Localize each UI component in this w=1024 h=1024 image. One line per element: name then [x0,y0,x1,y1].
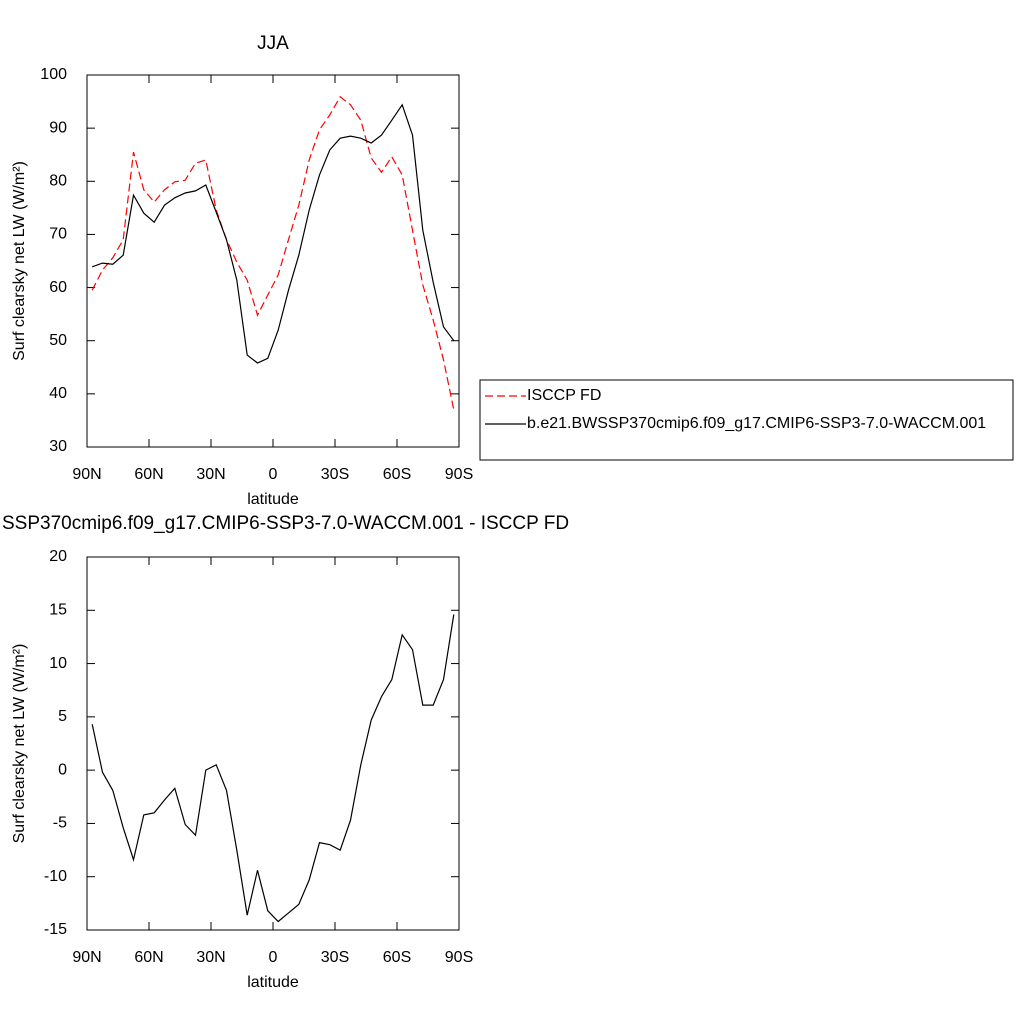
y-tick-label: 90 [49,119,67,136]
x-tick-label: 30N [196,949,225,966]
y-tick-label: 0 [58,761,67,778]
y-tick-label: 100 [40,66,67,83]
chart-title: SSP370cmip6.f09_g17.CMIP6-SSP3-7.0-WACCM… [2,513,569,534]
x-tick-label: 0 [269,466,278,483]
legend-label: b.e21.BWSSP370cmip6.f09_g17.CMIP6-SSP3-7… [527,415,986,432]
y-tick-label: 60 [49,279,67,296]
x-tick-label: 60S [383,466,411,483]
legend-box [479,379,1014,461]
legend-label: ISCCP FD [527,387,601,404]
x-tick-label: 60N [134,949,163,966]
data-line [91,614,455,923]
y-tick-label: 5 [58,708,67,725]
y-tick-label: 20 [49,548,67,565]
y-tick-label: -15 [44,921,67,938]
x-tick-label: 30S [321,466,349,483]
y-axis-label: Surf clearsky net LW (W/m²) [11,161,28,361]
x-axis-label: latitude [247,974,299,991]
x-tick-label: 90N [72,949,101,966]
x-tick-label: 90S [445,949,473,966]
y-tick-label: 80 [49,173,67,190]
data-line [91,103,455,364]
y-tick-label: -10 [44,868,67,885]
y-tick-label: -5 [53,815,67,832]
x-tick-label: 30N [196,466,225,483]
y-axis-label: Surf clearsky net LW (W/m²) [11,644,28,844]
y-tick-label: 15 [49,602,67,619]
chart-title: JJA [257,33,289,54]
x-tick-label: 30S [321,949,349,966]
x-tick-label: 0 [269,949,278,966]
plot-frame [86,74,460,448]
y-tick-label: 50 [49,332,67,349]
y-tick-label: 30 [49,438,67,455]
y-tick-label: 70 [49,226,67,243]
x-axis-label: latitude [247,491,299,508]
x-tick-label: 60N [134,466,163,483]
data-line [91,95,455,410]
x-tick-label: 60S [383,949,411,966]
y-tick-label: 40 [49,385,67,402]
plot-frame [86,556,460,931]
y-tick-label: 10 [49,655,67,672]
x-tick-label: 90N [72,466,101,483]
x-tick-label: 90S [445,466,473,483]
